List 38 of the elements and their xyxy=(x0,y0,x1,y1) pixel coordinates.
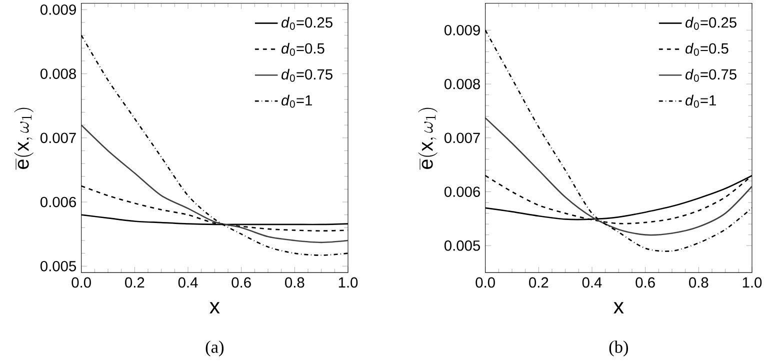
y-axis-title: $\overline{\mathrm{e}}(\mathrm{x},\omega_1)$ xyxy=(14,108,34,170)
y-tick-label: 0.008 xyxy=(40,68,76,80)
legend-label: d$_{0}$=1 xyxy=(282,94,312,108)
y-tick-label: 0.007 xyxy=(444,132,480,144)
legend-label: d$_{0}$=0.75 xyxy=(282,68,332,82)
legend-label: d$_{0}$=0.75 xyxy=(686,68,736,82)
x-tick-label: 0.6 xyxy=(232,277,251,288)
y-axis-title: $\overline{\mathrm{e}}(\mathrm{x},\omega_1)$ xyxy=(418,108,438,170)
line-series xyxy=(485,117,752,236)
y-tick-label: 0.008 xyxy=(444,78,480,90)
legend-label: d$_{0}$=0.5 xyxy=(686,42,728,56)
x-tick-label: 1.0 xyxy=(338,277,358,288)
x-tick-label: 0.2 xyxy=(529,277,548,288)
x-tick-label: 0.6 xyxy=(636,277,655,288)
line-series xyxy=(81,124,348,244)
text: (b) xyxy=(609,340,628,356)
y-tick-label: 0.005 xyxy=(40,261,76,272)
legend-label: d$_{0}$=0.5 xyxy=(282,42,324,56)
y-tick-label: 0.009 xyxy=(444,25,480,36)
legend-label: d$_{0}$=0.25 xyxy=(686,16,736,30)
x-tick-label: 0.0 xyxy=(476,277,495,288)
y-tick-label: 0.006 xyxy=(444,186,480,198)
y-tick-label: 0.006 xyxy=(40,196,76,208)
x-tick-label: 0.8 xyxy=(285,277,304,288)
x-tick-label: 0.4 xyxy=(178,277,198,288)
y-tick-label: 0.009 xyxy=(40,4,76,15)
x-tick-label: 0.4 xyxy=(582,277,602,288)
y-tick-label: 0.005 xyxy=(444,240,480,251)
legend-label: d$_{0}$=1 xyxy=(686,94,716,108)
text: (a) xyxy=(206,340,224,356)
y-tick-label: 0.007 xyxy=(40,132,76,144)
x-axis-title: x xyxy=(614,302,624,314)
x-tick-label: 0.8 xyxy=(689,277,708,288)
x-axis-title: x xyxy=(210,302,220,314)
x-tick-label: 0.2 xyxy=(125,277,144,288)
x-tick-label: 0.0 xyxy=(72,277,91,288)
x-tick-label: 1.0 xyxy=(742,277,762,288)
legend-label: d$_{0}$=0.25 xyxy=(282,16,332,30)
